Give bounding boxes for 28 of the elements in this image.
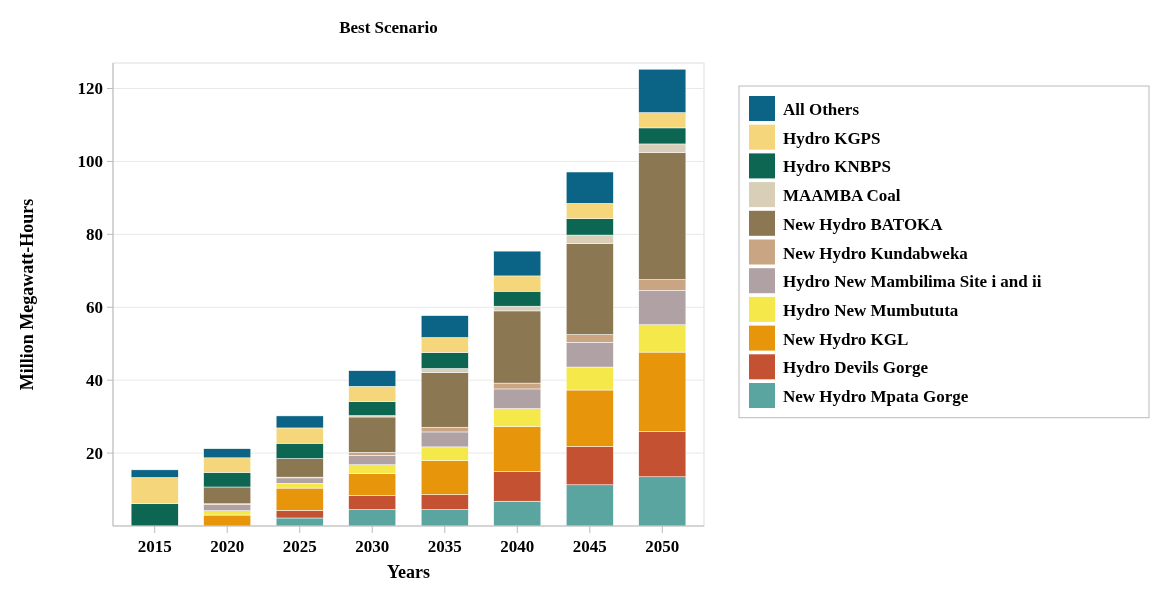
legend-label: Hydro Devils Gorge xyxy=(783,358,929,378)
legend-label: All Others xyxy=(783,100,860,119)
legend-label: New Hydro Mpata Gorge xyxy=(783,387,969,406)
legend-label: Hydro KNBPS xyxy=(783,157,891,177)
x-tick-label: 2050 xyxy=(645,537,680,556)
legend-label: New Hydro KGL xyxy=(783,329,909,349)
y-tick-label: 20 xyxy=(86,444,103,464)
y-axis-title: Million Megawatt-Hours xyxy=(17,198,37,391)
y-tick-label: 80 xyxy=(86,225,103,245)
legend-label: New Hydro Kundabweka xyxy=(783,243,969,263)
x-tick-label: 2015 xyxy=(137,537,172,556)
legend-label: Hydro New Mumbututa xyxy=(783,300,959,320)
y-tick-label: 40 xyxy=(86,371,103,391)
legend-label: Hydro New Mambilima Site i and ii xyxy=(783,272,1042,292)
x-tick-label: 2035 xyxy=(427,537,462,556)
x-axis-title: Years xyxy=(387,562,430,582)
legend-label: MAAMBA Coal xyxy=(783,186,901,206)
y-tick-label: 60 xyxy=(86,298,103,318)
x-tick-label: 2045 xyxy=(572,537,607,556)
x-tick-label: 2030 xyxy=(355,537,390,556)
x-tick-label: 2020 xyxy=(210,537,245,556)
x-tick-label: 2025 xyxy=(282,537,317,556)
legend-label: Hydro KGPS xyxy=(783,128,881,148)
chart-title: Best Scenario xyxy=(339,18,438,37)
y-tick-label: 100 xyxy=(77,152,103,172)
y-tick-label: 120 xyxy=(77,79,103,99)
x-tick-label: 2040 xyxy=(500,537,535,556)
legend-label: New Hydro BATOKA xyxy=(783,214,944,234)
